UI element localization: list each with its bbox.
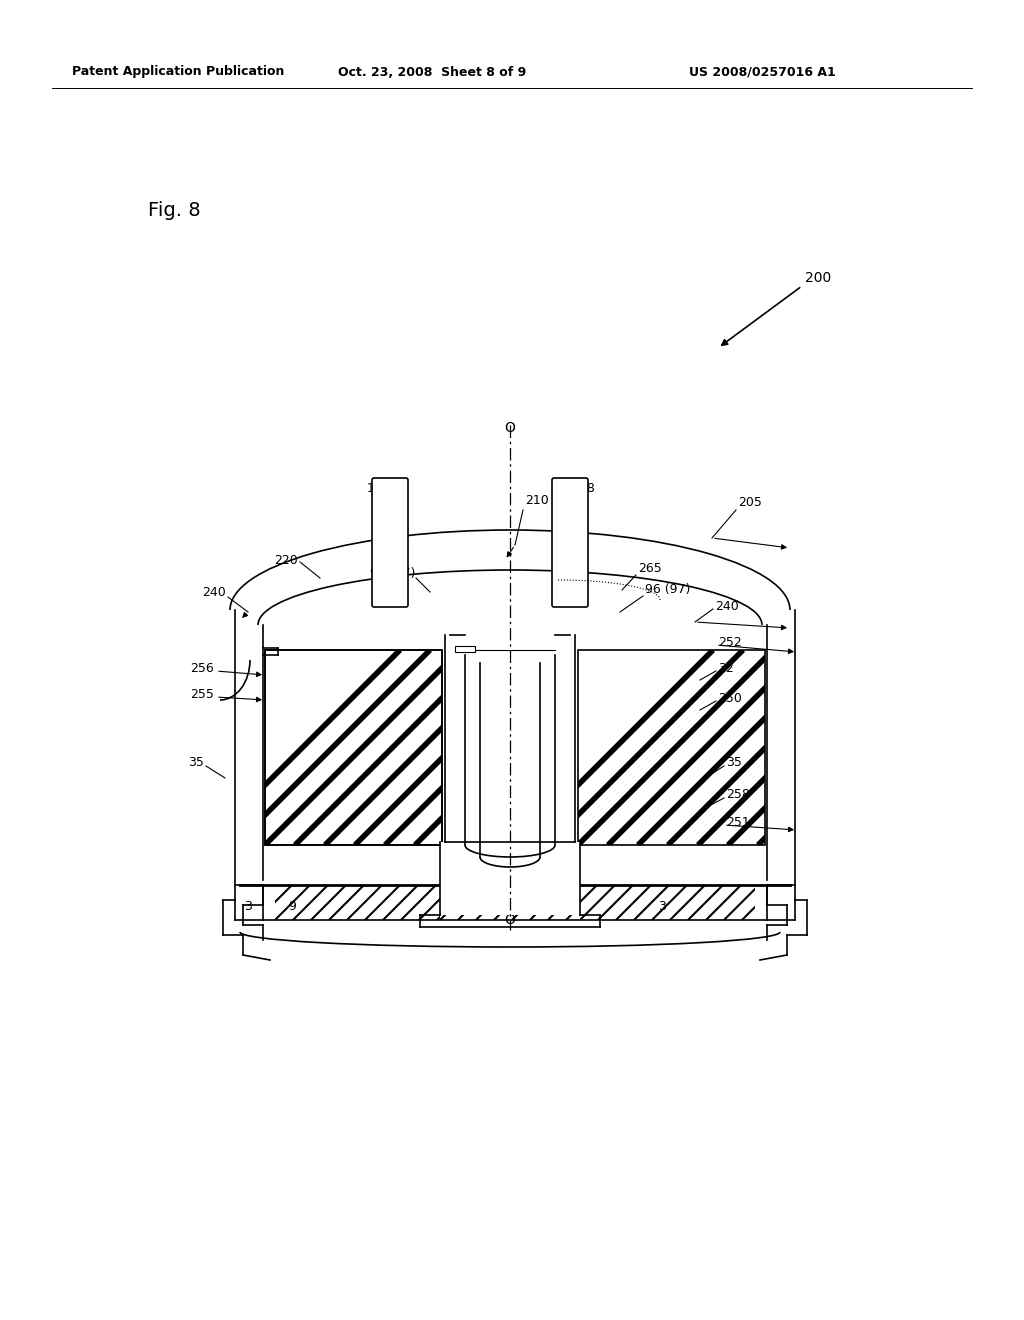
FancyBboxPatch shape [552,478,588,607]
Bar [580,884,755,920]
Text: 96 (97): 96 (97) [645,583,690,597]
Text: 220: 220 [274,553,298,566]
Bar [441,842,579,913]
Text: 240: 240 [203,586,226,598]
FancyBboxPatch shape [372,478,408,607]
Text: O: O [505,421,515,436]
Text: 32: 32 [718,661,734,675]
Text: 87: 87 [532,899,548,912]
Text: 3: 3 [244,899,252,912]
Bar [455,645,475,652]
Text: 18: 18 [367,483,383,495]
Text: Patent Application Publication: Patent Application Publication [72,66,285,78]
Text: 93 (97): 93 (97) [370,566,415,579]
Text: 91: 91 [442,899,458,912]
Bar [578,649,765,845]
Text: 3: 3 [658,899,666,912]
Text: 258: 258 [726,788,750,801]
Text: 240: 240 [715,599,738,612]
Text: 35: 35 [188,755,204,768]
Bar [275,884,440,920]
Bar [445,635,575,842]
Text: 256: 256 [190,661,214,675]
Bar [265,649,442,845]
Text: 252: 252 [718,635,741,648]
Text: 255: 255 [190,688,214,701]
Text: 265: 265 [638,562,662,576]
Bar [440,842,580,915]
Text: 88: 88 [492,899,508,912]
Bar [440,884,580,920]
Bar [265,649,442,845]
Text: Fig. 8: Fig. 8 [148,201,201,219]
Bar [578,649,765,845]
Text: 35: 35 [726,755,741,768]
Text: 205: 205 [738,496,762,510]
Text: US 2008/0257016 A1: US 2008/0257016 A1 [688,66,836,78]
Text: 250: 250 [718,692,741,705]
Text: 18: 18 [580,483,596,495]
Text: 200: 200 [805,271,831,285]
Text: O: O [505,913,515,927]
Text: 9: 9 [288,899,296,912]
Bar [265,649,442,845]
Text: Oct. 23, 2008  Sheet 8 of 9: Oct. 23, 2008 Sheet 8 of 9 [338,66,526,78]
Text: 210: 210 [525,494,549,507]
Text: 251: 251 [726,816,750,829]
